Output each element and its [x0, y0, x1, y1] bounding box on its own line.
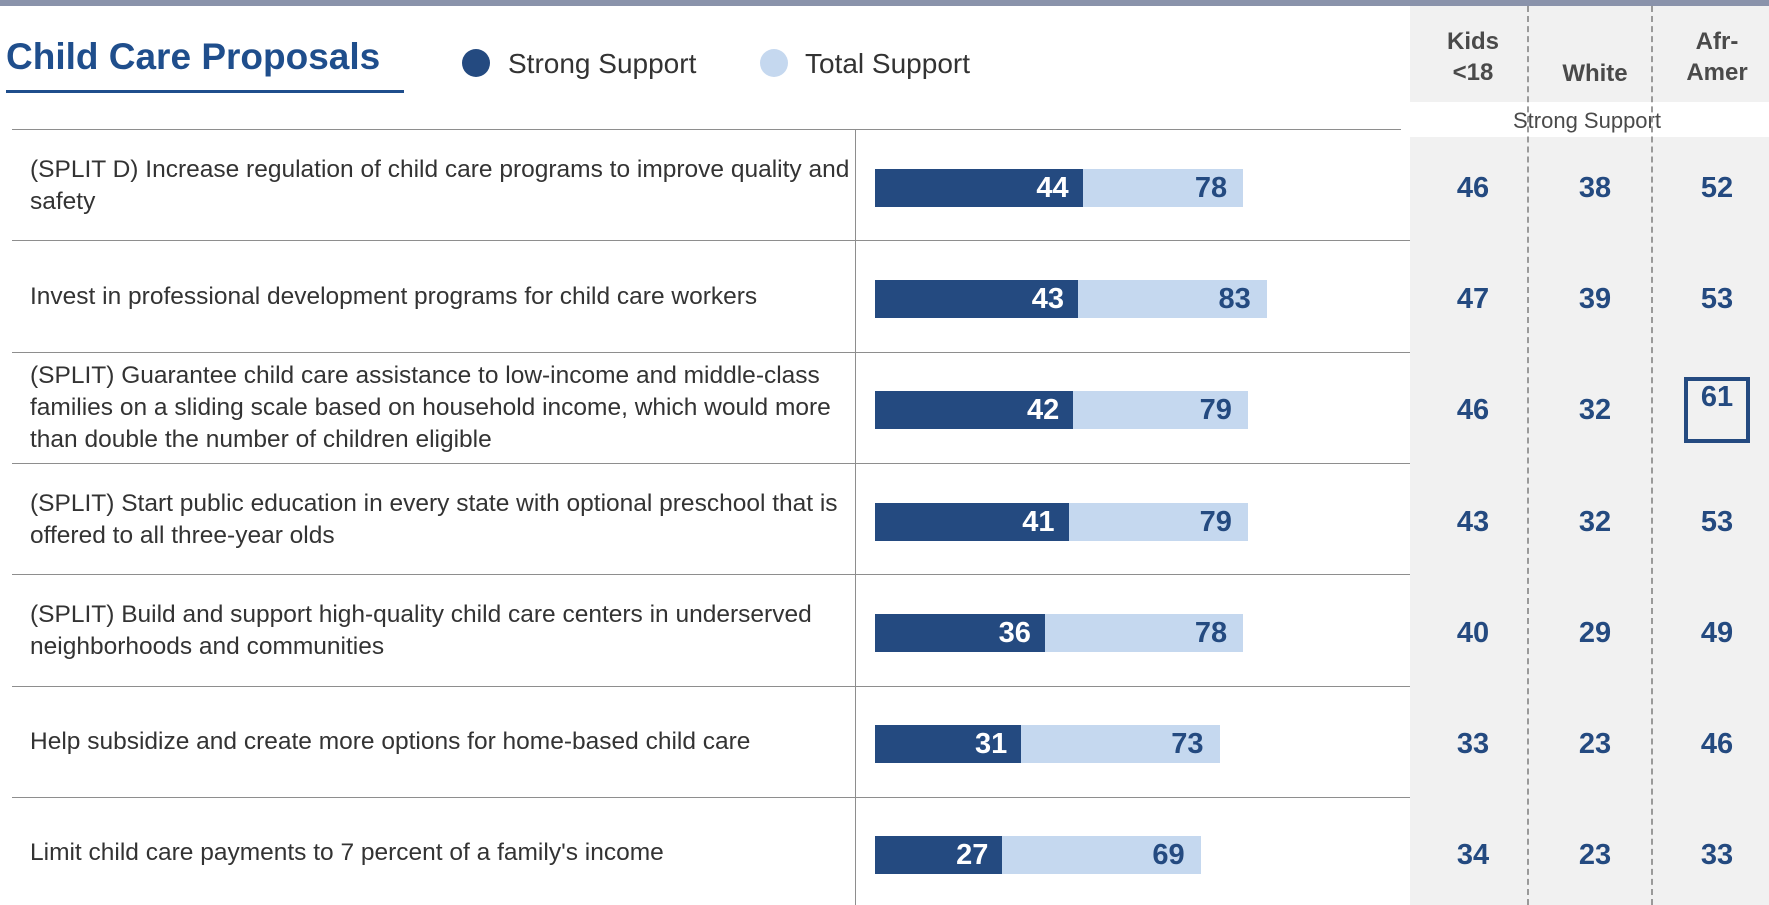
bar-label-total-support: 73	[1171, 728, 1204, 761]
column-divider-2	[1651, 6, 1653, 905]
demo-header-kids-line2: <18	[1452, 59, 1494, 87]
demo-value: 52	[1700, 171, 1734, 204]
demo-value: 29	[1578, 616, 1612, 649]
bar-label-strong-support: 43	[1031, 282, 1064, 315]
row-label: Help subsidize and create more options f…	[30, 728, 751, 756]
demographic-panel	[1410, 6, 1769, 905]
bar-label-strong-support: 42	[1026, 394, 1060, 427]
bar-label-total-support: 79	[1199, 394, 1232, 427]
legend-strong-swatch	[462, 49, 490, 77]
demo-value: 61	[1684, 377, 1750, 444]
demo-subheader: Strong Support	[1513, 108, 1661, 133]
header-rule	[12, 129, 1401, 130]
row-rule	[12, 351, 1410, 353]
bar-label-total-support: 69	[1152, 839, 1185, 872]
row-label: (SPLIT) Build and support high-quality c…	[30, 600, 812, 660]
top-accent-bar	[0, 0, 1769, 6]
demo-value: 33	[1700, 839, 1734, 872]
row-label: (SPLIT) Guarantee child care assistance …	[30, 362, 831, 454]
bar-strong-support	[875, 836, 1003, 875]
bar-label-total-support: 79	[1199, 505, 1232, 538]
row-rule	[12, 574, 1410, 576]
title-underline	[6, 90, 404, 93]
demo-value: 46	[1456, 171, 1490, 204]
column-divider-1	[1527, 6, 1529, 905]
label-divider	[855, 130, 856, 905]
row-rule	[12, 240, 1410, 242]
demo-value: 43	[1456, 505, 1490, 538]
demo-value: 47	[1456, 282, 1490, 315]
demo-header-afr-line1: Afr-	[1695, 28, 1739, 55]
demo-header-white: White	[1562, 60, 1628, 87]
row-label: (SPLIT) Start public education in every …	[30, 489, 838, 549]
demo-value: 38	[1578, 171, 1612, 204]
row-rule	[12, 462, 1410, 464]
bar-label-total-support: 78	[1194, 171, 1228, 204]
demo-value: 34	[1456, 839, 1490, 872]
bar-strong-support	[875, 613, 1045, 652]
demo-value: 39	[1578, 282, 1612, 315]
demo-value: 46	[1456, 394, 1490, 427]
bar-label-strong-support: 44	[1036, 171, 1069, 204]
bar-label-total-support: 78	[1194, 616, 1228, 649]
demo-value: 23	[1578, 839, 1612, 872]
row-label: Limit child care payments to 7 percent o…	[30, 839, 664, 867]
bar-strong-support	[875, 391, 1074, 430]
demo-value: 33	[1456, 728, 1490, 761]
demo-header-afr-line2: Amer	[1686, 59, 1748, 87]
demographic-subheader-band	[1405, 102, 1769, 137]
chart-title: Child Care Proposals	[6, 36, 381, 77]
demo-value: 40	[1456, 616, 1490, 649]
demo-value: 46	[1700, 728, 1734, 761]
bar-label-strong-support: 27	[956, 839, 989, 872]
legend-strong-label: Strong Support	[508, 48, 697, 79]
demo-value: 32	[1578, 505, 1612, 538]
bar-strong-support	[875, 168, 1083, 207]
legend-total-label: Total Support	[805, 48, 970, 79]
bar-label-strong-support: 36	[998, 616, 1031, 649]
bar-label-strong-support: 41	[1022, 505, 1055, 538]
bar-strong-support	[875, 725, 1022, 764]
demo-value: 49	[1700, 616, 1734, 649]
bar-label-total-support: 83	[1218, 282, 1251, 315]
row-label: Invest in professional development progr…	[30, 282, 758, 310]
demo-value: 23	[1578, 728, 1612, 761]
legend-total-swatch	[760, 49, 788, 77]
row-rule	[12, 796, 1410, 798]
demo-header-kids-line1: Kids	[1446, 28, 1499, 55]
demo-header-afr-amer: Afr- Amer	[1657, 26, 1769, 88]
row-rule	[12, 685, 1410, 687]
bar-strong-support	[875, 502, 1069, 541]
demo-value: 53	[1700, 505, 1734, 538]
demo-value: 32	[1578, 394, 1612, 427]
demo-value: 53	[1700, 282, 1734, 315]
demo-header-kids: Kids <18	[1413, 26, 1533, 88]
bar-label-strong-support: 31	[975, 728, 1008, 761]
row-label: (SPLIT D) Increase regulation of child c…	[30, 155, 850, 215]
bar-strong-support	[875, 279, 1078, 318]
